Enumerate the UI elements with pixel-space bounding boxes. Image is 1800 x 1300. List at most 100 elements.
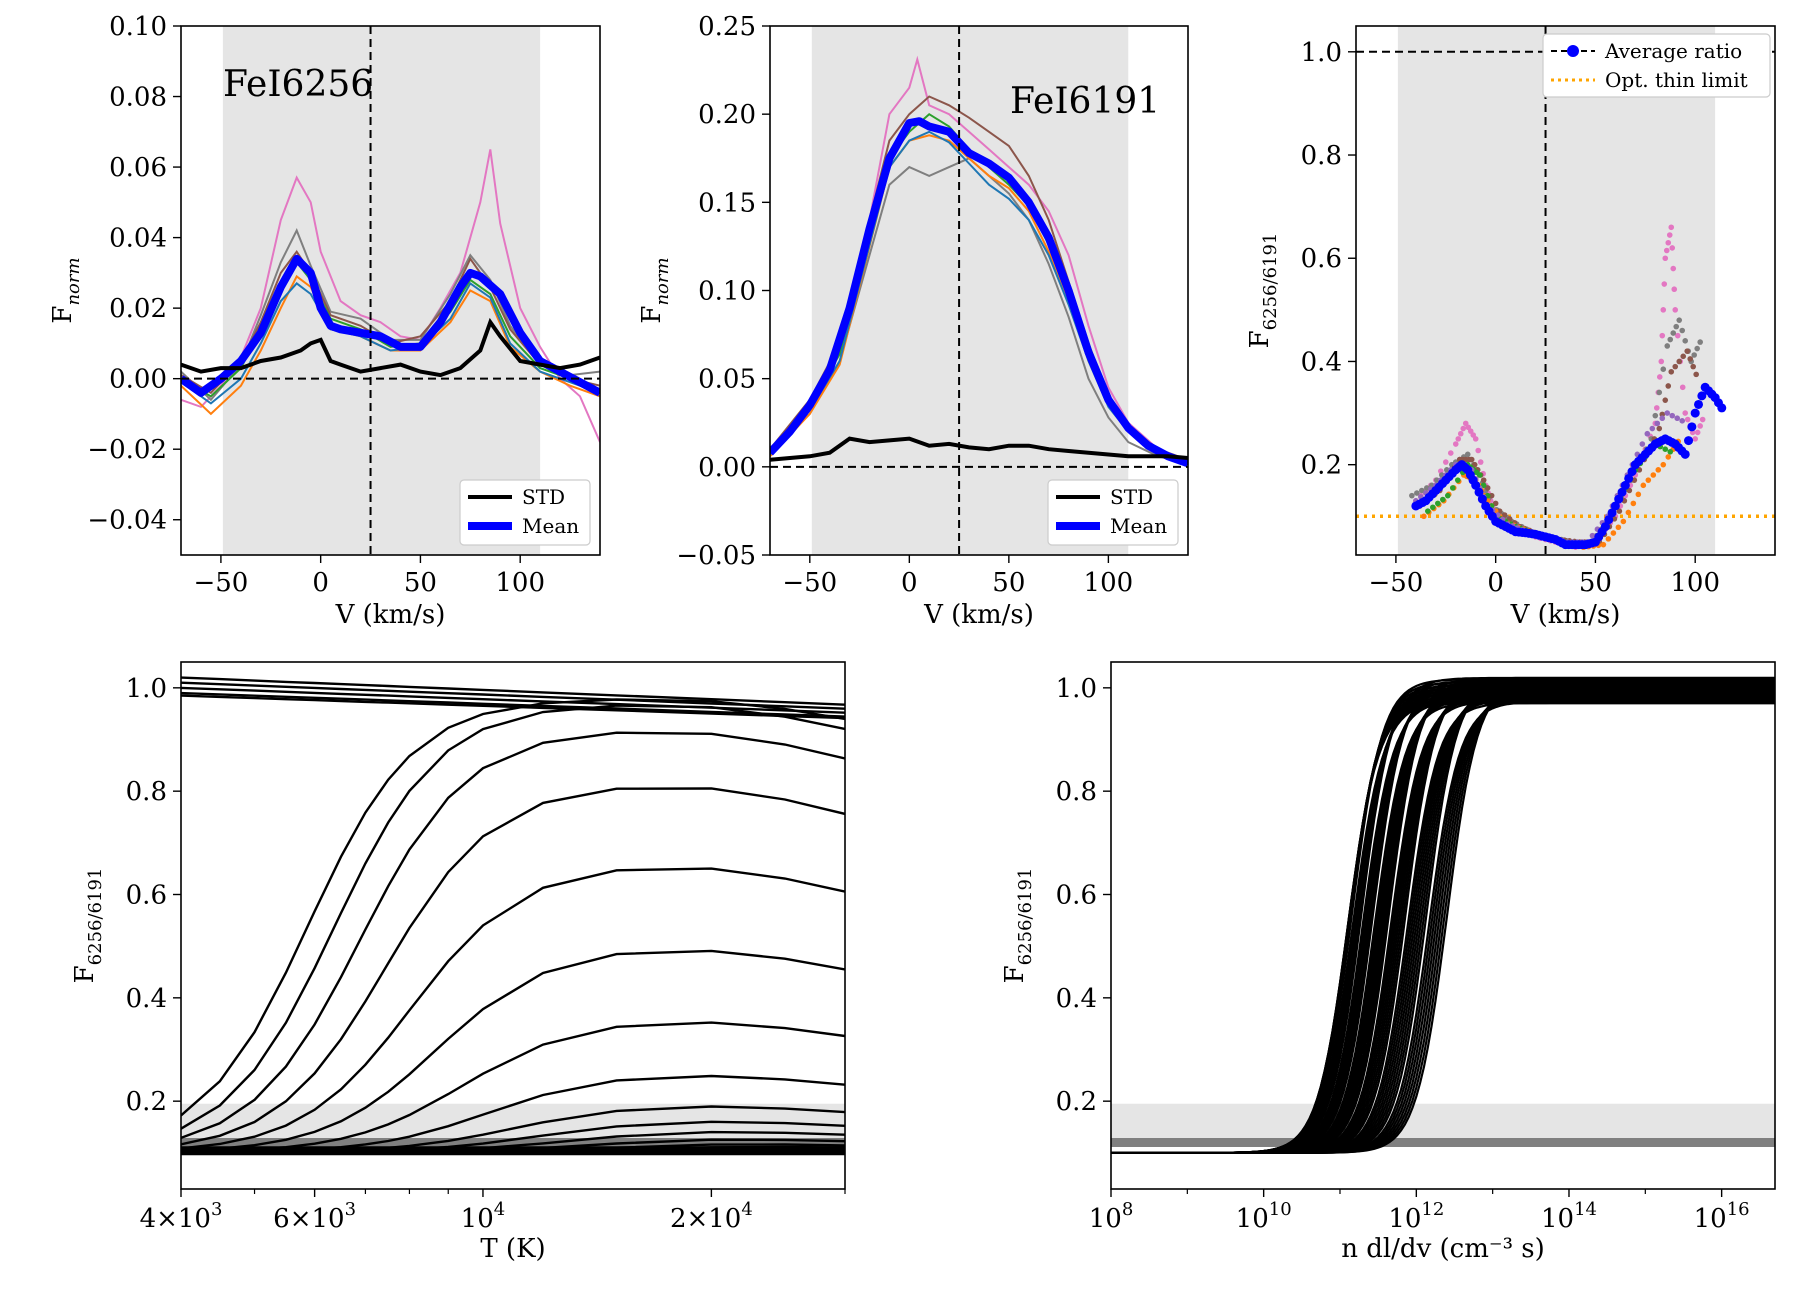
scatter-point-brown [1693, 371, 1699, 378]
x-tick-exponent: 16 [1727, 1199, 1750, 1220]
x-tick-label: 50 [992, 568, 1025, 598]
average-ratio-point [1474, 487, 1484, 497]
legend-label: STD [1110, 485, 1153, 509]
scatter-point-orange [1635, 491, 1642, 498]
scatter-point-gray [1691, 352, 1697, 358]
x-tick-label: 100 [495, 568, 545, 598]
average-ratio-point [1604, 515, 1614, 525]
x-tick-label: 6×103 [273, 1199, 356, 1234]
x-tick-label: −50 [193, 568, 248, 598]
scatter-point-brown [1636, 467, 1643, 473]
scatter-point-pink [1665, 239, 1672, 246]
model-curve [181, 731, 845, 1140]
model-curve [181, 949, 845, 1152]
scatter-point-pink [1477, 459, 1484, 465]
scatter-point-gray [1414, 490, 1420, 496]
y-axis-label: Fnorm [637, 257, 673, 323]
x-axis-label: n dl/dv (cm⁻³ s) [1341, 1234, 1545, 1264]
y-label-main: F [637, 306, 667, 324]
x-tick-exponent: 3 [211, 1199, 222, 1220]
average-ratio-point [1624, 473, 1634, 483]
y-tick-label: 0.4 [126, 984, 167, 1014]
scatter-point-green [1454, 477, 1461, 483]
legend-label: STD [522, 485, 565, 509]
x-tick-base: 10 [1541, 1204, 1574, 1234]
scatter-point-pink [1472, 436, 1479, 442]
scatter-point-gray [1434, 477, 1440, 483]
scatter-point-brown [1662, 397, 1669, 403]
y-tick-label: 0.8 [1056, 777, 1097, 807]
scatter-point-green [1435, 500, 1441, 507]
x-tick-exponent: 4 [741, 1199, 752, 1220]
model-curve [181, 691, 845, 718]
x-tick-label: 50 [1579, 568, 1612, 598]
y-tick-label: 0.8 [1301, 141, 1342, 171]
average-ratio-point [1680, 449, 1690, 459]
x-tick-base: 10 [1694, 1204, 1727, 1234]
scatter-point-orange [1645, 477, 1652, 483]
scatter-point-orange [1650, 472, 1657, 478]
y-label-main: F [1000, 965, 1030, 983]
scatter-point-brown [1468, 456, 1475, 463]
scatter-point-brown [1656, 425, 1663, 432]
scatter-point-pink [1662, 255, 1669, 262]
scatter-point-pink [1682, 410, 1689, 416]
legend-marker [1567, 45, 1579, 57]
scatter-point-pink [1692, 436, 1698, 442]
scatter-point-pink [1663, 247, 1670, 254]
scatter-point-gray [1679, 327, 1686, 334]
plot-area [1111, 676, 1775, 1154]
scatter-point-gray [1673, 323, 1680, 330]
scatter-point-orange [1610, 530, 1617, 536]
scatter-point-purple [1664, 410, 1671, 416]
y-tick-label: 0.00 [698, 453, 756, 483]
scatter-point-gray [1670, 330, 1677, 336]
scatter-point-pink [1660, 307, 1667, 313]
x-axis-label: T (K) [480, 1234, 545, 1264]
model-curve [181, 787, 845, 1146]
scatter-point-brown [1488, 492, 1495, 499]
x-tick-label: 1014 [1541, 1199, 1597, 1234]
y-axis-label: F6256/6191 [1245, 233, 1281, 349]
x-tick-exponent: 12 [1421, 1199, 1444, 1220]
scatter-point-purple [1679, 418, 1686, 424]
average-ratio-point [1477, 494, 1487, 504]
scatter-point-pink [1694, 429, 1701, 436]
average-ratio-point [1471, 480, 1481, 490]
x-tick-base: 10 [1388, 1204, 1421, 1234]
x-axis-label: V (km/s) [335, 600, 446, 630]
y-tick-label: 0.4 [1056, 984, 1097, 1014]
scatter-point-purple [1589, 532, 1596, 539]
average-ratio-point [1607, 508, 1617, 518]
average-ratio-point [1600, 522, 1610, 532]
y-tick-label: 0.6 [126, 881, 167, 911]
y-tick-label: −0.02 [87, 435, 167, 465]
scatter-point-green [1480, 482, 1487, 489]
average-ratio-point [1697, 391, 1707, 401]
scatter-point-pink [1457, 430, 1464, 437]
y-tick-label: 0.10 [698, 277, 756, 307]
scatter-point-gray [1409, 492, 1415, 499]
scatter-point-orange [1655, 467, 1662, 473]
scatter-point-pink [1653, 405, 1660, 411]
y-label-sub: 6256/6191 [1015, 868, 1036, 966]
x-axis-label: V (km/s) [923, 600, 1034, 630]
average-ratio-point [1610, 501, 1620, 511]
x-tick-label: 1012 [1388, 1199, 1444, 1234]
y-label-main: F [48, 306, 78, 324]
scatter-point-pink [1658, 358, 1665, 365]
scatter-point-brown [1626, 487, 1633, 494]
scatter-point-gray [1660, 366, 1667, 373]
scatter-point-gray [1694, 345, 1700, 352]
scatter-point-orange [1625, 509, 1632, 516]
scatter-point-green [1430, 504, 1436, 511]
x-tick-exponent: 3 [345, 1199, 356, 1220]
scatter-point-purple [1669, 412, 1676, 419]
scatter-point-brown [1471, 461, 1478, 468]
average-ratio-point [1617, 487, 1627, 497]
y-tick-label: 0.25 [698, 12, 756, 42]
series-line-teal [181, 281, 600, 405]
average-ratio-point [1694, 399, 1704, 409]
